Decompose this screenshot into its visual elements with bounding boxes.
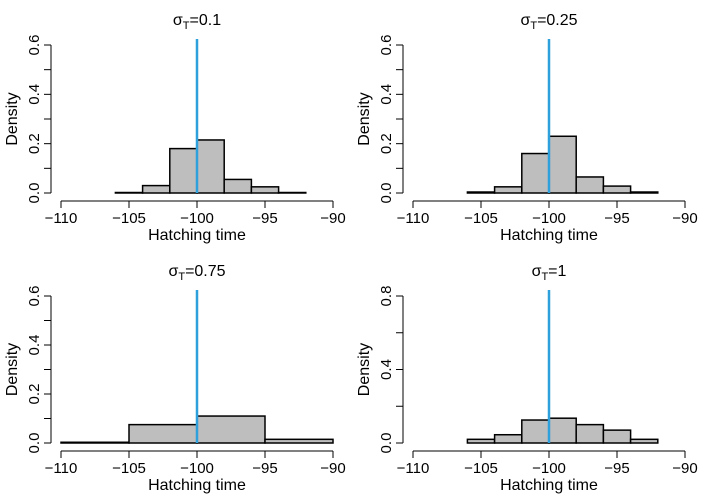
y-axis-label: Density <box>4 92 21 145</box>
x-tick-label: −105 <box>112 460 146 477</box>
histogram-bar <box>493 433 523 444</box>
title-subscript: T <box>541 271 548 283</box>
x-tick-label: −110 <box>397 210 430 227</box>
histogram-bar <box>223 178 253 194</box>
x-tick-label: −110 <box>45 210 78 227</box>
y-tick-label: 0.4 <box>26 84 43 105</box>
histogram-bar <box>575 423 605 444</box>
panel-2: σT=0.25 −110 −105 −100 −95 −90 Hatching time 0.… <box>356 12 698 244</box>
x-tick-label: −90 <box>672 210 697 227</box>
histogram-bar <box>169 147 198 194</box>
x-tick-label: −95 <box>252 460 277 477</box>
x-tick-label: −100 <box>532 210 566 227</box>
title-sigma: σ <box>168 263 178 280</box>
title-sigma: σ <box>532 263 542 280</box>
histogram-bar <box>575 176 605 194</box>
y-tick-label: 0.0 <box>26 433 43 454</box>
histogram-bar <box>602 429 632 444</box>
x-tick-label: −90 <box>672 460 697 477</box>
histogram-bar <box>141 184 171 194</box>
histogram-bar <box>250 186 280 194</box>
y-tick-label: 0.6 <box>26 286 43 307</box>
title-subscript: T <box>530 20 537 32</box>
x-axis-label: Hatching time <box>148 477 246 494</box>
x-tick-label: −110 <box>397 460 430 477</box>
x-axis-label: Hatching time <box>500 227 598 244</box>
x-tick-label: −95 <box>604 460 629 477</box>
x-tick-label: −105 <box>464 460 498 477</box>
x-tick-label: −100 <box>180 210 214 227</box>
x-tick-label: −95 <box>604 210 629 227</box>
histogram-bar <box>128 423 198 444</box>
y-tick-label: 0.0 <box>378 433 395 454</box>
x-tick-label: −100 <box>180 460 214 477</box>
x-tick-label: −100 <box>532 460 566 477</box>
x-tick-label: −90 <box>320 460 345 477</box>
y-tick-label: 0.4 <box>26 335 43 356</box>
y-tick-label: 0.4 <box>378 359 395 380</box>
title-value: =1 <box>548 263 566 280</box>
y-tick-label: 0.0 <box>26 183 43 204</box>
x-axis-label: Hatching time <box>500 477 598 494</box>
panel-title: σT=1 <box>532 263 567 283</box>
panel-1: σT=0.1 −110 −105 −100 −95 −90 Hatching time 0.0… <box>4 12 346 244</box>
title-sigma: σ <box>173 12 183 29</box>
panel-title: σT=0.1 <box>173 12 221 32</box>
histogram-bar <box>196 415 266 444</box>
x-tick-label: −110 <box>45 460 78 477</box>
histogram-bar <box>548 135 577 194</box>
title-value: =0.1 <box>190 12 222 29</box>
y-tick-label: 0.0 <box>378 183 395 204</box>
title-sigma: σ <box>520 12 530 29</box>
x-tick-label: −95 <box>252 210 277 227</box>
y-axis-label: Density <box>4 343 21 396</box>
histogram-bar <box>466 438 496 444</box>
histogram-bar <box>466 191 496 194</box>
y-axis-label: Density <box>356 343 373 396</box>
title-value: =0.75 <box>185 263 226 280</box>
panel-title: σT=0.25 <box>520 12 577 32</box>
x-tick-label: −90 <box>320 210 345 227</box>
x-axis-label: Hatching time <box>148 227 246 244</box>
histogram-bar <box>521 152 550 194</box>
title-subscript: T <box>178 271 185 283</box>
histogram-bar <box>602 185 632 194</box>
histogram-bar <box>493 186 523 194</box>
panel-title: σT=0.75 <box>168 263 225 283</box>
y-axis-label: Density <box>356 92 373 145</box>
y-tick-label: 0.4 <box>378 84 395 105</box>
y-tick-label: 0.2 <box>378 133 395 154</box>
y-tick-label: 0.6 <box>26 35 43 56</box>
y-tick-label: 0.2 <box>26 384 43 405</box>
title-subscript: T <box>183 20 190 32</box>
panel-4: σT=1 −110 −105 −100 −95 −90 Hatching time 0.0 0.… <box>356 263 698 494</box>
histogram-bar <box>548 417 577 444</box>
y-tick-label: 0.6 <box>378 35 395 56</box>
x-tick-label: −105 <box>464 210 498 227</box>
title-value: =0.25 <box>537 12 578 29</box>
histogram-bar <box>521 419 550 444</box>
histogram-bar <box>629 191 659 194</box>
panel-3: σT=0.75 −110 −105 −100 −95 −90 Hatching time 0.… <box>4 263 346 494</box>
histogram-bar <box>196 139 225 194</box>
histogram-bar <box>264 438 334 444</box>
histogram-bar <box>629 438 659 444</box>
y-tick-label: 0.2 <box>26 133 43 154</box>
histogram-bar <box>60 441 130 444</box>
x-tick-label: −105 <box>112 210 146 227</box>
y-tick-label: 0.8 <box>378 286 395 307</box>
